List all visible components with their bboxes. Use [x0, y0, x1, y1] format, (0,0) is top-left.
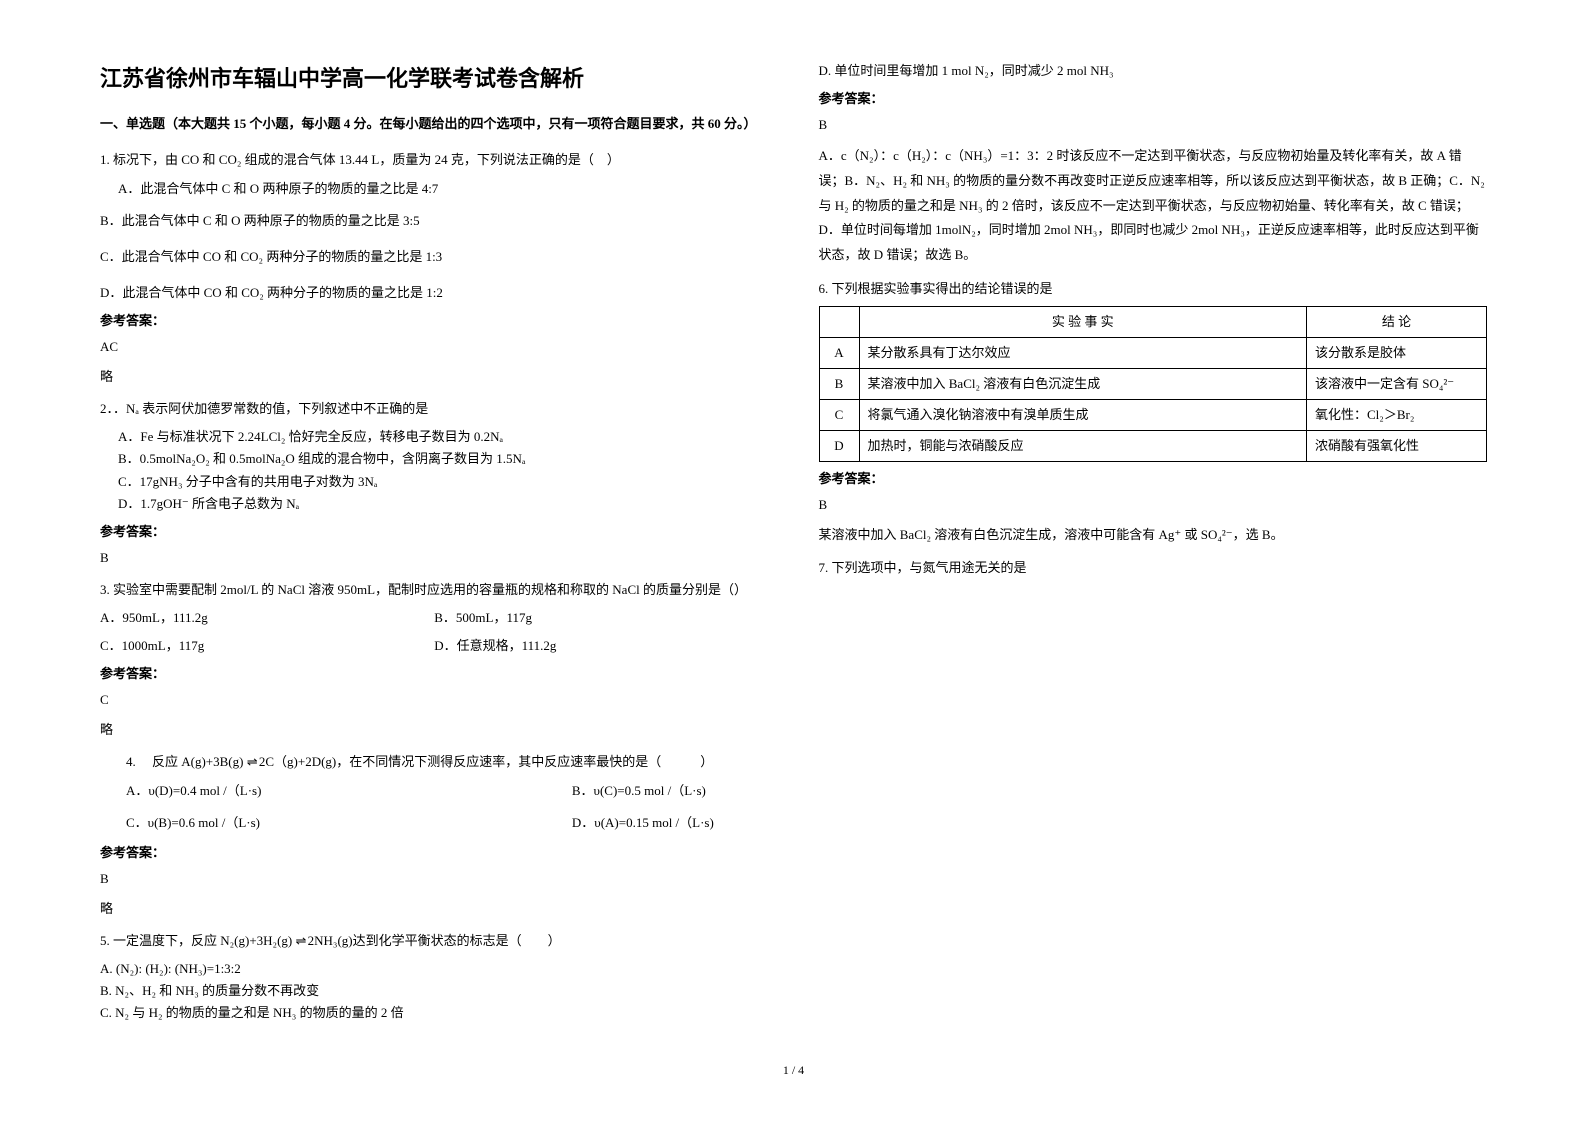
question-1: 1. 标况下，由 CO 和 CO₂ 组成的混合气体 13.44 L，质量为 24… [100, 149, 769, 388]
q3-optD: D．任意规格，111.2g [434, 635, 768, 657]
q5-answer: B [819, 114, 1488, 136]
q2-optD: D．1.7gOH⁻ 所含电子总数为 Nₐ [118, 493, 769, 515]
q1-optC: C．此混合气体中 CO 和 CO₂ 两种分子的物质的量之比是 1:3 [100, 246, 769, 268]
q3-explanation: 略 [100, 719, 769, 741]
content-columns: 江苏省徐州市车辐山中学高一化学联考试卷含解析 一、单选题（本大题共 15 个小题… [100, 60, 1487, 1040]
q2-optB: B．0.5molNa₂O₂ 和 0.5molNa₂O 组成的混合物中，含阴离子数… [118, 448, 769, 470]
q5-optD: D. 单位时间里每增加 1 mol N₂，同时减少 2 mol NH₃ [819, 60, 1488, 82]
question-6: 6. 下列根据实验事实得出的结论错误的是 实 验 事 实 结 论 A 某分散系具… [819, 278, 1488, 547]
q6-r2c0: C [819, 400, 859, 431]
q2-optA: A．Fe 与标准状况下 2.24LCl₂ 恰好完全反应，转移电子数目为 0.2N… [118, 426, 769, 448]
q6-r0c0: A [819, 337, 859, 368]
q6-experiment-table: 实 验 事 实 结 论 A 某分散系具有丁达尔效应 该分散系是胶体 B 某溶液中… [819, 306, 1488, 462]
q6-ans-label: 参考答案： [819, 468, 1488, 490]
q6-th-1: 实 验 事 实 [859, 306, 1307, 337]
q2-stem: 2．．Nₐ 表示阿伏加德罗常数的值，下列叙述中不正确的是 [100, 398, 769, 420]
q4-optD: D．υ(A)=0.15 mol /（L·s) [572, 812, 769, 834]
page-footer: 1 / 4 [100, 1060, 1487, 1080]
q5-optA: A. (N₂): (H₂): (NH₃)=1:3:2 [100, 958, 769, 980]
q6-r1c1: 某溶液中加入 BaCl₂ 溶液有白色沉淀生成 [859, 369, 1307, 400]
q1-stem: 1. 标况下，由 CO 和 CO₂ 组成的混合气体 13.44 L，质量为 24… [100, 149, 769, 171]
q2-optC: C．17gNH₃ 分子中含有的共用电子对数为 3Nₐ [118, 471, 769, 493]
q5-explanation: A．c（N₂）：c（H₂）：c（NH₃）=1：3：2 时该反应不一定达到平衡状态… [819, 144, 1488, 267]
q2-ans-label: 参考答案： [100, 521, 769, 543]
q6-r3c1: 加热时，铜能与浓硝酸反应 [859, 431, 1307, 462]
q3-ans-label: 参考答案： [100, 663, 769, 685]
q5-optB: B. N₂、H₂ 和 NH₃ 的质量分数不再改变 [100, 980, 769, 1002]
q1-explanation: 略 [100, 366, 769, 388]
q3-stem: 3. 实验室中需要配制 2mol/L 的 NaCl 溶液 950mL，配制时应选… [100, 579, 769, 601]
q6-r2c2: 氧化性：Cl₂＞Br₂ [1307, 400, 1487, 431]
q1-answer: AC [100, 336, 769, 358]
q1-ans-label: 参考答案： [100, 310, 769, 332]
exam-title: 江苏省徐州市车辐山中学高一化学联考试卷含解析 [100, 60, 769, 97]
q6-r3c2: 浓硝酸有强氧化性 [1307, 431, 1487, 462]
q6-r1c2: 该溶液中一定含有 SO₄²⁻ [1307, 369, 1487, 400]
q1-optA: A．此混合气体中 C 和 O 两种原子的物质的量之比是 4:7 [118, 178, 769, 200]
q5-optC: C. N₂ 与 H₂ 的物质的量之和是 NH₃ 的物质的量的 2 倍 [100, 1002, 769, 1024]
q3-optC: C．1000mL，117g [100, 635, 434, 657]
q2-answer: B [100, 547, 769, 569]
q3-answer: C [100, 689, 769, 711]
q5-ans-label: 参考答案： [819, 88, 1488, 110]
q4-optC: C．υ(B)=0.6 mol /（L·s) [100, 812, 572, 834]
question-7: 7. 下列选项中，与氮气用途无关的是 [819, 557, 1488, 579]
table-row: A 某分散系具有丁达尔效应 该分散系是胶体 [819, 337, 1487, 368]
table-row: D 加热时，铜能与浓硝酸反应 浓硝酸有强氧化性 [819, 431, 1487, 462]
question-2: 2．．Nₐ 表示阿伏加德罗常数的值，下列叙述中不正确的是 A．Fe 与标准状况下… [100, 398, 769, 569]
question-3: 3. 实验室中需要配制 2mol/L 的 NaCl 溶液 950mL，配制时应选… [100, 579, 769, 742]
table-row: C 将氯气通入溴化钠溶液中有溴单质生成 氧化性：Cl₂＞Br₂ [819, 400, 1487, 431]
q4-optA: A．υ(D)=0.4 mol /（L·s) [100, 780, 572, 802]
q6-th-2: 结 论 [1307, 306, 1487, 337]
q6-stem: 6. 下列根据实验事实得出的结论错误的是 [819, 278, 1488, 300]
q6-answer: B [819, 494, 1488, 516]
q1-optD: D．此混合气体中 CO 和 CO₂ 两种分子的物质的量之比是 1:2 [100, 282, 769, 304]
q4-stem: 4. 反应 A(g)+3B(g) ⇌ 2C（g)+2D(g)，在不同情况下测得反… [100, 751, 769, 773]
q4-answer: B [100, 868, 769, 890]
q5-stem-a: 5. 一定温度下，反应 N₂(g)+3H₂(g) [100, 933, 296, 948]
q1-optB: B．此混合气体中 C 和 O 两种原子的物质的量之比是 3:5 [100, 210, 769, 232]
q4-optB: B．υ(C)=0.5 mol /（L·s) [572, 780, 769, 802]
table-row: B 某溶液中加入 BaCl₂ 溶液有白色沉淀生成 该溶液中一定含有 SO₄²⁻ [819, 369, 1487, 400]
q6-explanation: 某溶液中加入 BaCl₂ 溶液有白色沉淀生成，溶液中可能含有 Ag⁺ 或 SO₄… [819, 524, 1488, 546]
q6-r0c2: 该分散系是胶体 [1307, 337, 1487, 368]
q6-r1c0: B [819, 369, 859, 400]
table-header-row: 实 验 事 实 结 论 [819, 306, 1487, 337]
section1-intro: 一、单选题（本大题共 15 个小题，每小题 4 分。在每小题给出的四个选项中，只… [100, 113, 769, 135]
q6-r2c1: 将氯气通入溴化钠溶液中有溴单质生成 [859, 400, 1307, 431]
q4-explanation: 略 [100, 898, 769, 920]
q7-stem: 7. 下列选项中，与氮气用途无关的是 [819, 557, 1488, 579]
question-4: 4. 反应 A(g)+3B(g) ⇌ 2C（g)+2D(g)，在不同情况下测得反… [100, 751, 769, 920]
q3-optB: B．500mL，117g [434, 607, 768, 629]
q4-stem-b: 2C（g)+2D(g)，在不同情况下测得反应速率，其中反应速率最快的是（ ） [256, 754, 714, 769]
q6-th-0 [819, 306, 859, 337]
q5-stem-b: 2NH₃(g)达到化学平衡状态的标志是（ ） [304, 933, 560, 948]
q4-stem-a: 4. 反应 A(g)+3B(g) [126, 754, 247, 769]
q6-r3c0: D [819, 431, 859, 462]
q3-optA: A．950mL，111.2g [100, 607, 434, 629]
equilibrium-arrow-icon: ⇌ [247, 754, 256, 769]
q5-stem: 5. 一定温度下，反应 N₂(g)+3H₂(g) ⇌ 2NH₃(g)达到化学平衡… [100, 930, 769, 952]
q4-ans-label: 参考答案： [100, 842, 769, 864]
q6-r0c1: 某分散系具有丁达尔效应 [859, 337, 1307, 368]
